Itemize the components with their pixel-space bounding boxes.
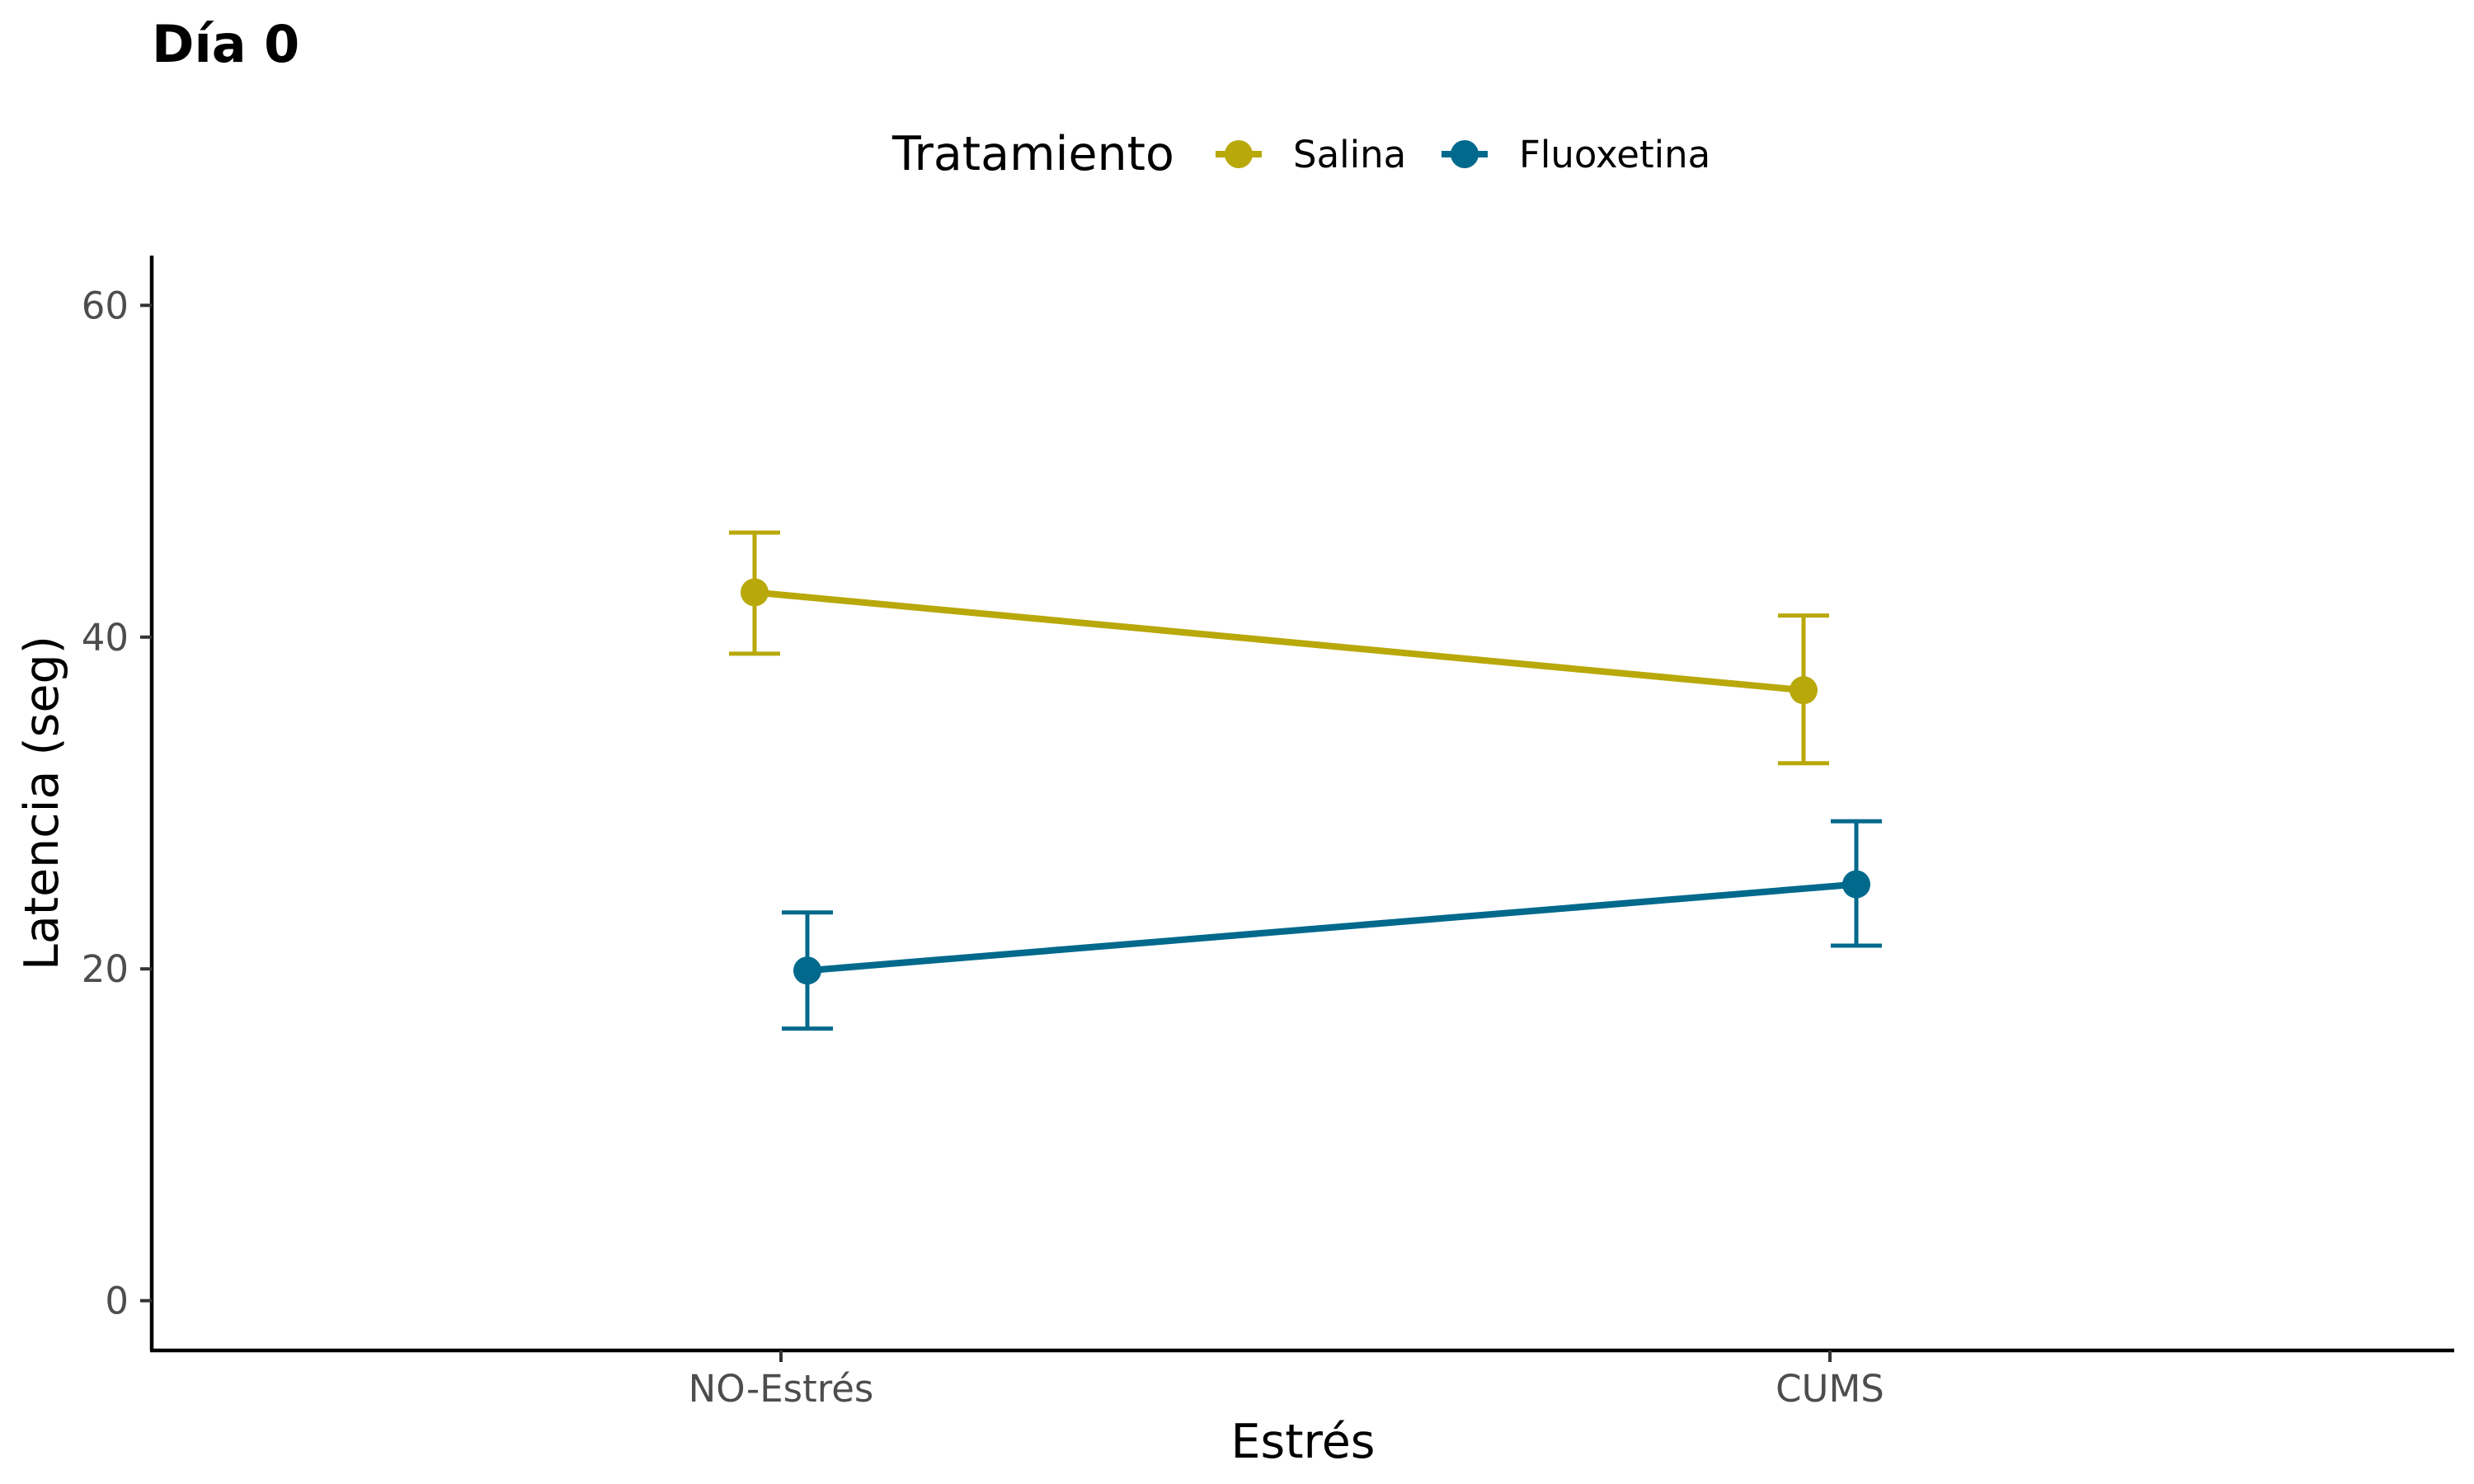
legend-item-salina: Salina: [1216, 133, 1406, 176]
y-tick-label: 0: [105, 1280, 129, 1323]
x-tick-label: NO-Estrés: [689, 1367, 874, 1411]
plot-area: 0 20 40 60 NO-Estrés CUMS: [82, 256, 2454, 1411]
x-axis-title: Estrés: [1230, 1415, 1375, 1469]
data-point: [1790, 676, 1818, 705]
series-salina: [729, 530, 1829, 766]
legend-label: Salina: [1293, 133, 1406, 176]
y-tick-label: 20: [82, 947, 129, 991]
legend: Tratamiento Salina Fluoxetina: [891, 127, 1710, 181]
series-fluoxetina: [782, 819, 1882, 1031]
legend-marker: [1225, 140, 1253, 168]
legend-title: Tratamiento: [891, 127, 1174, 181]
x-tick-label: CUMS: [1776, 1367, 1884, 1411]
data-point: [793, 956, 821, 985]
data-point: [741, 578, 769, 607]
series-line: [807, 881, 1857, 974]
data-point: [1842, 870, 1870, 899]
y-tick-label: 40: [82, 616, 129, 660]
y-axis-title: Latencia (seg): [15, 636, 69, 970]
chart-title: Día 0: [152, 14, 299, 74]
series-line: [754, 589, 1804, 694]
legend-marker: [1451, 140, 1479, 168]
y-tick-label: 60: [82, 284, 129, 327]
legend-label: Fluoxetina: [1519, 133, 1710, 176]
legend-item-fluoxetina: Fluoxetina: [1442, 133, 1710, 176]
